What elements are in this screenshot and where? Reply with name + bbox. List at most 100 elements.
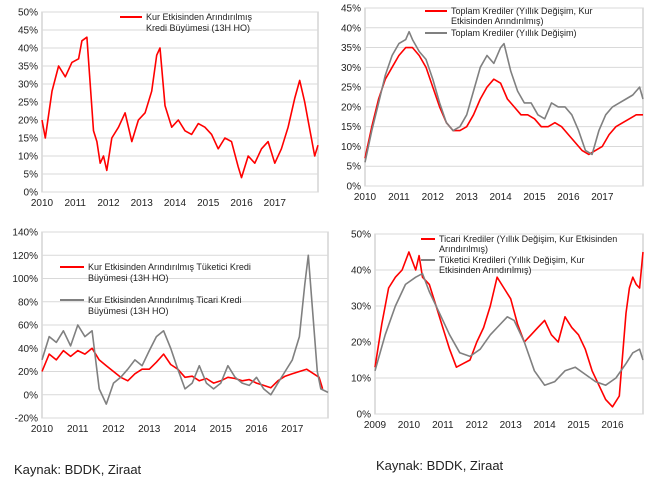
x-tick-label: 2013 — [456, 192, 479, 203]
x-tick-label: 2016 — [557, 192, 580, 203]
legend-label: Kur Etkisinden Arındırılmış Tüketici Kre… — [88, 262, 251, 283]
legend-label: Toplam Krediler (Yıllık Değişim) — [451, 28, 577, 38]
y-tick-label: 20% — [351, 338, 371, 349]
chart-axis-labels: 0% 5% 10% 15% 20% 25% 30% 35% 40% 45% 2010 2011 2012… — [341, 4, 614, 204]
y-tick-label: 15% — [18, 134, 38, 145]
x-tick-label: 2015 — [523, 192, 546, 203]
x-tick-label: 2015 — [197, 198, 220, 209]
x-tick-label: 2012 — [97, 198, 120, 209]
series-line — [374, 251, 644, 408]
x-tick-label: 2016 — [601, 420, 624, 431]
y-tick-label: 40% — [341, 23, 361, 34]
y-tick-label: 20% — [18, 116, 38, 127]
y-tick-label: 15% — [341, 122, 361, 133]
x-tick-label: 2011 — [432, 420, 454, 431]
chart-series — [364, 30, 644, 163]
x-tick-label: 2011 — [388, 192, 410, 203]
chart-legend: Kur Etkisinden Arındırılmış Tüketici Kre… — [60, 262, 251, 316]
y-tick-label: 45% — [18, 26, 38, 37]
y-tick-label: 10% — [351, 374, 371, 385]
y-tick-label: 5% — [347, 162, 362, 173]
y-tick-label: 35% — [18, 62, 38, 73]
y-tick-label: 140% — [12, 228, 38, 239]
y-tick-label: 10% — [18, 152, 38, 163]
x-tick-label: 2017 — [591, 192, 614, 203]
y-tick-label: 50% — [351, 230, 371, 241]
x-tick-label: 2017 — [281, 424, 304, 435]
y-tick-label: 0% — [24, 390, 39, 401]
x-tick-label: 2013 — [138, 424, 161, 435]
y-tick-label: 50% — [18, 8, 38, 19]
chart-series — [41, 36, 319, 179]
y-tick-label: 80% — [18, 297, 38, 308]
series-line — [364, 46, 643, 159]
y-tick-label: 100% — [12, 274, 38, 285]
chart-tuketici-ticari-buyume: -20% 0% 20% 40% 60% 80% 100% 120% 140% 2010 2011 20… — [12, 228, 329, 436]
legend-label: Kur Etkisinden Arındırılmış Ticari Kredi… — [88, 295, 242, 316]
x-tick-label: 2010 — [31, 424, 54, 435]
y-tick-label: 0% — [24, 188, 39, 199]
chart-ticari-tuketici-krediler: 0% 10% 20% 30% 40% 50% 2009 2010 2011 2012 2013 201… — [351, 230, 644, 432]
chart-kredi-buyumesi: 0% 5% 10% 15% 20% 25% 30% 35% 40% 45% 50% 2010 2011 2… — [18, 8, 319, 210]
y-tick-label: 30% — [351, 302, 371, 313]
x-tick-label: 2013 — [131, 198, 154, 209]
source-note-right: Kaynak: BDDK, Ziraat — [376, 458, 504, 473]
y-tick-label: 30% — [18, 80, 38, 91]
x-tick-label: 2012 — [466, 420, 489, 431]
series-line — [364, 30, 644, 163]
y-tick-label: 30% — [341, 63, 361, 74]
chart-legend: Kur Etkisinden Arındırılmış Kredi Büyümes… — [120, 12, 253, 33]
chart-grid — [374, 233, 644, 415]
series-line — [374, 272, 644, 386]
y-tick-label: 60% — [18, 321, 38, 332]
y-tick-label: 40% — [18, 344, 38, 355]
chart-grid — [41, 11, 319, 193]
x-tick-label: 2015 — [567, 420, 590, 431]
legend-label: Ticari Krediler (Yıllık Değişim, Kur Etk… — [439, 234, 617, 254]
chart-series — [41, 254, 329, 405]
y-tick-label: 10% — [341, 142, 361, 153]
x-tick-label: 2014 — [489, 192, 512, 203]
x-tick-label: 2010 — [398, 420, 421, 431]
x-tick-label: 2016 — [230, 198, 253, 209]
chart-axis-labels: 0% 10% 20% 30% 40% 50% 2009 2010 2011 2012 2013 201… — [351, 230, 624, 432]
y-tick-label: 45% — [341, 4, 361, 15]
chart-legend: Toplam Krediler (Yıllık Değişim, Kur Etki… — [425, 6, 593, 38]
x-tick-label: 2016 — [245, 424, 268, 435]
y-tick-label: 25% — [341, 83, 361, 94]
x-tick-label: 2012 — [422, 192, 445, 203]
y-tick-label: 0% — [357, 410, 372, 421]
legend-label: Toplam Krediler (Yıllık Değişim, Kur Etki… — [451, 6, 593, 26]
chart-toplam-krediler: 0% 5% 10% 15% 20% 25% 30% 35% 40% 45% 2010 2011 2012… — [341, 4, 644, 204]
chart-axis-labels: 0% 5% 10% 15% 20% 25% 30% 35% 40% 45% 50% 2010 2011 2… — [18, 8, 286, 210]
y-tick-label: 35% — [341, 43, 361, 54]
x-tick-label: 2014 — [164, 198, 187, 209]
y-tick-label: -20% — [15, 414, 38, 425]
x-tick-label: 2009 — [364, 420, 387, 431]
y-tick-label: 40% — [351, 266, 371, 277]
x-tick-label: 2010 — [31, 198, 54, 209]
x-tick-label: 2017 — [264, 198, 287, 209]
series-line — [41, 36, 319, 179]
x-tick-label: 2011 — [67, 424, 89, 435]
legend-label: Tüketici Kredileri (Yıllık Değişim, Kur E… — [439, 255, 585, 275]
y-tick-label: 120% — [12, 251, 38, 262]
chart-series — [374, 251, 644, 408]
legend-label: Kur Etkisinden Arındırılmış Kredi Büyümes… — [146, 12, 253, 33]
series-line — [41, 254, 329, 405]
chart-grid — [41, 231, 329, 419]
x-tick-label: 2014 — [533, 420, 556, 431]
source-note-left: Kaynak: BDDK, Ziraat — [14, 462, 142, 477]
x-tick-label: 2014 — [174, 424, 197, 435]
chart-legend: Ticari Krediler (Yıllık Değişim, Kur Etk… — [421, 234, 617, 275]
x-tick-label: 2015 — [210, 424, 233, 435]
y-tick-label: 20% — [341, 102, 361, 113]
y-tick-label: 25% — [18, 98, 38, 109]
x-tick-label: 2010 — [354, 192, 377, 203]
x-tick-label: 2013 — [500, 420, 523, 431]
chart-axis-labels: -20% 0% 20% 40% 60% 80% 100% 120% 140% 2010 2011 20… — [12, 228, 303, 436]
y-tick-label: 0% — [347, 182, 362, 193]
x-tick-label: 2011 — [64, 198, 86, 209]
y-tick-label: 20% — [18, 367, 38, 378]
y-tick-label: 5% — [24, 170, 39, 181]
